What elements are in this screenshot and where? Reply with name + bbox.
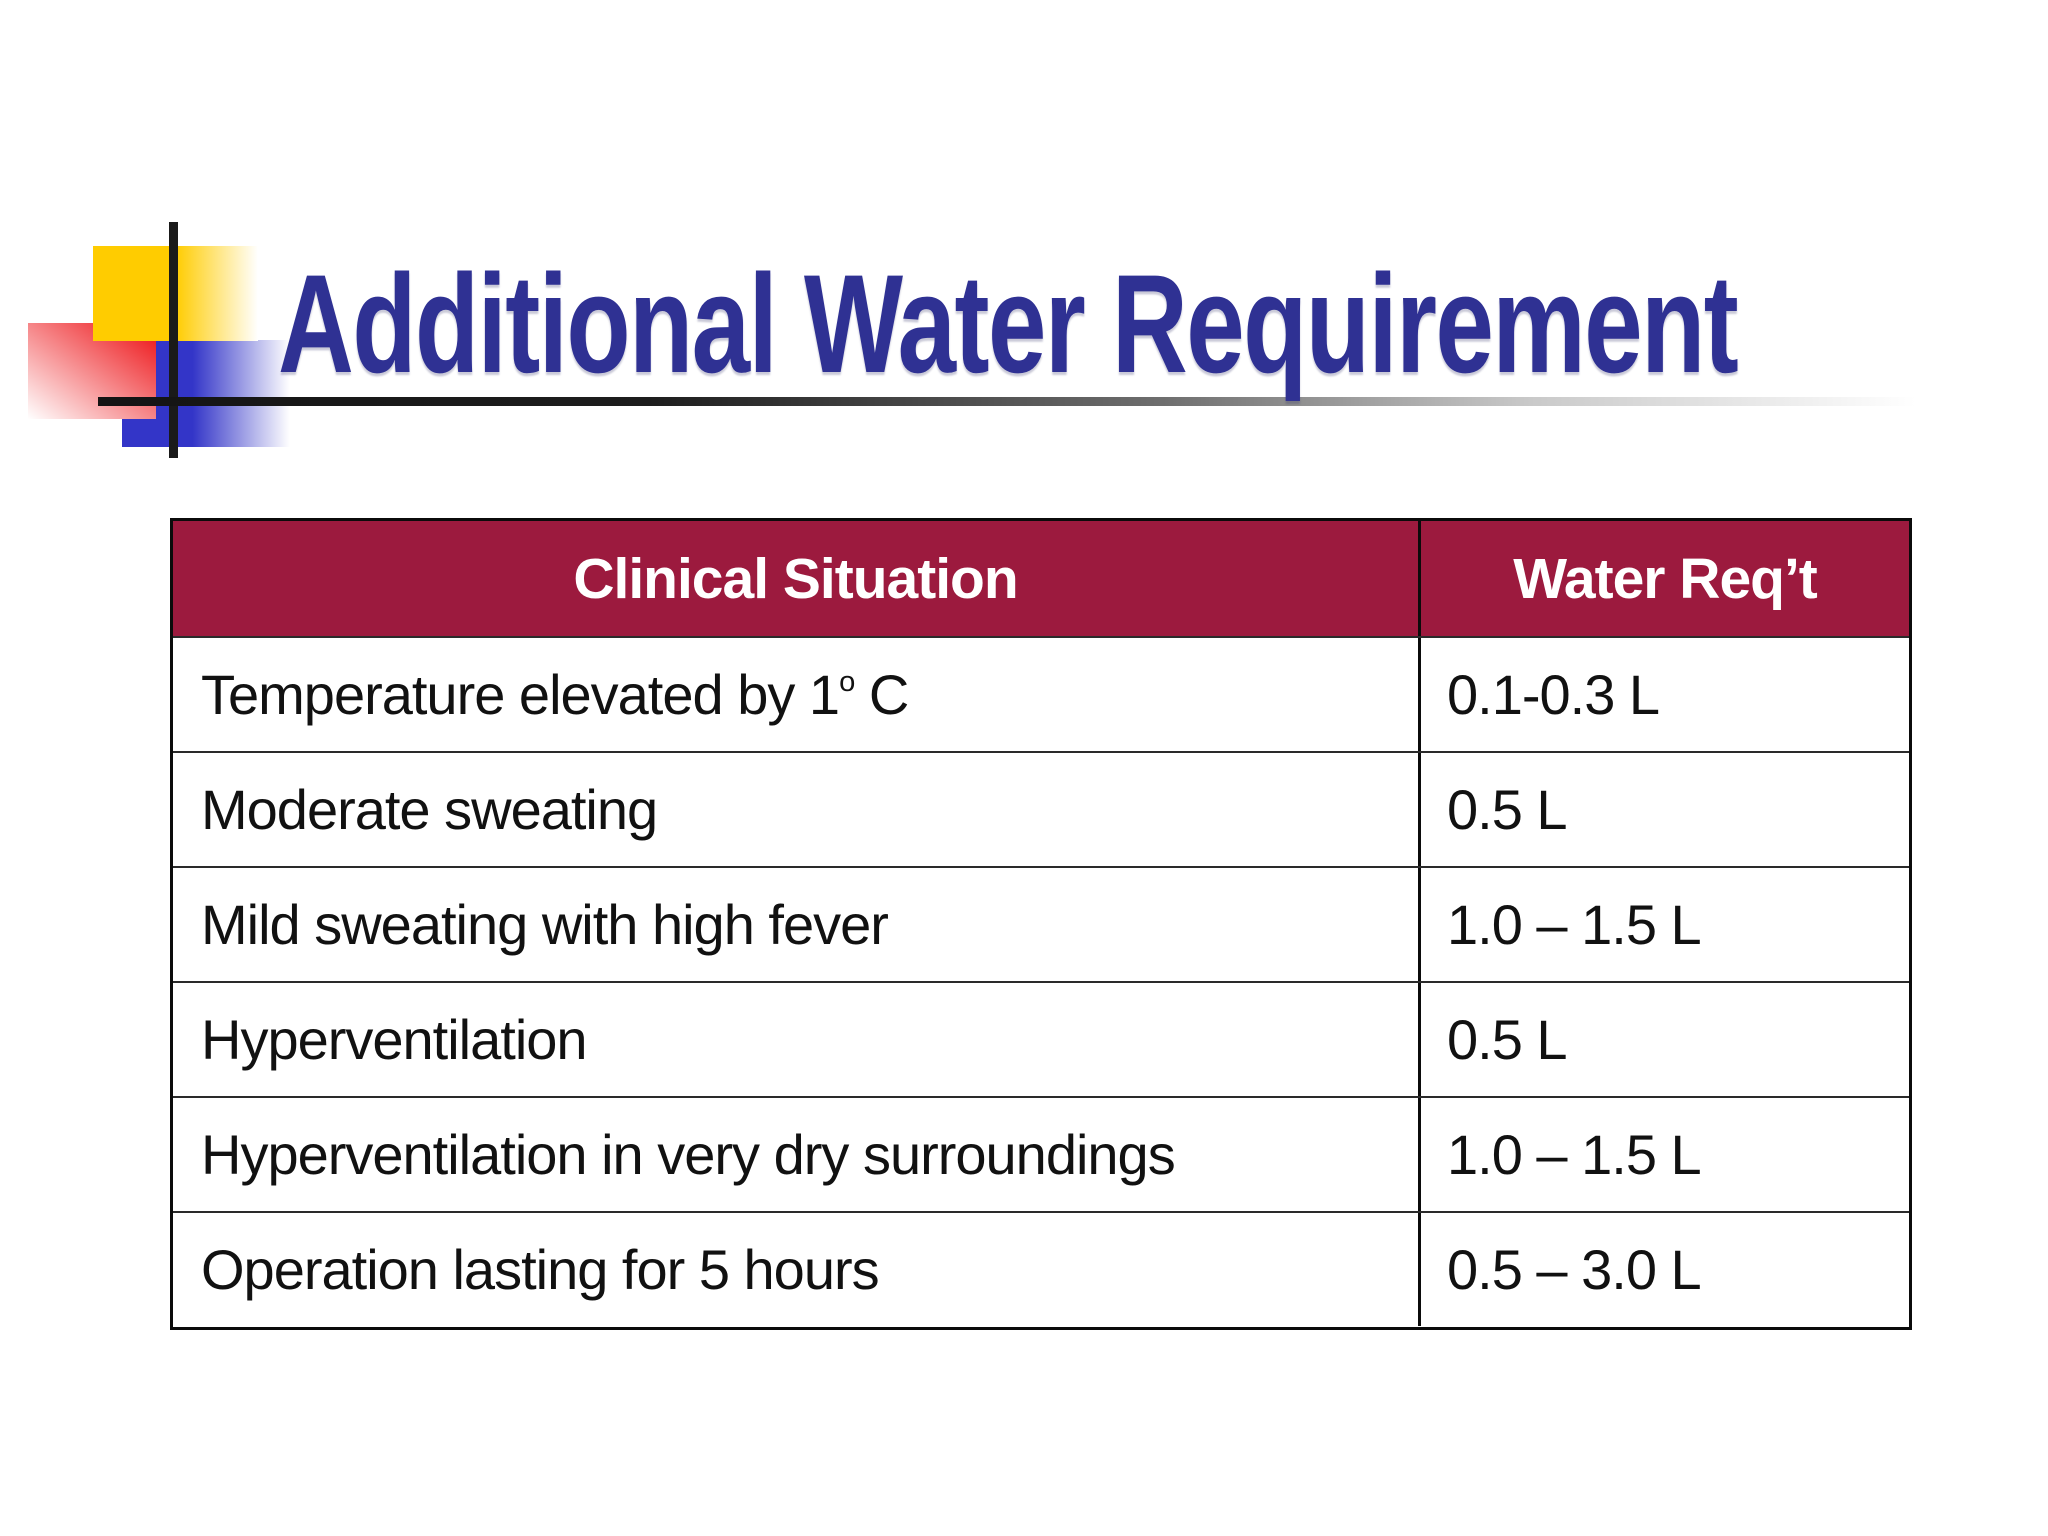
situation-cell: Operation lasting for 5 hours xyxy=(173,1213,1418,1326)
title-underline-rule xyxy=(98,397,1934,406)
page-title: Additional Water Requirement xyxy=(278,245,1739,402)
situation-text: Mild sweating with high fever xyxy=(201,893,889,956)
decor-vertical-line xyxy=(169,222,178,458)
situation-cell: Hyperventilation xyxy=(173,983,1418,1096)
requirement-cell: 0.5 L xyxy=(1418,753,1909,866)
degree-superscript: o xyxy=(839,665,855,698)
table-row: Mild sweating with high fever 1.0 – 1.5 L xyxy=(173,866,1909,981)
requirement-text: 0.1-0.3 L xyxy=(1447,663,1660,726)
requirement-cell: 1.0 – 1.5 L xyxy=(1418,868,1909,981)
water-requirement-table: Clinical Situation Water Req’t Temperatu… xyxy=(170,518,1912,1330)
table-row: Hyperventilation 0.5 L xyxy=(173,981,1909,1096)
requirement-text: 0.5 L xyxy=(1447,778,1568,841)
requirement-text: 0.5 – 3.0 L xyxy=(1447,1238,1702,1301)
requirement-text: 1.0 – 1.5 L xyxy=(1447,893,1702,956)
situation-cell: Temperature elevated by 1o C xyxy=(173,638,1418,751)
situation-text: Temperature elevated by 1o C xyxy=(201,663,909,726)
requirement-cell: 0.5 L xyxy=(1418,983,1909,1096)
requirement-cell: 0.5 – 3.0 L xyxy=(1418,1213,1909,1326)
situation-cell: Moderate sweating xyxy=(173,753,1418,866)
table-header-row: Clinical Situation Water Req’t xyxy=(173,521,1909,636)
situation-text: Operation lasting for 5 hours xyxy=(201,1238,880,1301)
situation-text: Hyperventilation in very dry surrounding… xyxy=(201,1123,1176,1186)
header-water-requirement: Water Req’t xyxy=(1418,521,1909,636)
situation-text: Moderate sweating xyxy=(201,778,658,841)
requirement-text: 1.0 – 1.5 L xyxy=(1447,1123,1702,1186)
requirement-cell: 0.1-0.3 L xyxy=(1418,638,1909,751)
header-clinical-situation: Clinical Situation xyxy=(573,546,1018,611)
table-row: Hyperventilation in very dry surrounding… xyxy=(173,1096,1909,1211)
table-row: Temperature elevated by 1o C 0.1-0.3 L xyxy=(173,636,1909,751)
table-row: Operation lasting for 5 hours 0.5 – 3.0 L xyxy=(173,1211,1909,1326)
situation-cell: Hyperventilation in very dry surrounding… xyxy=(173,1098,1418,1211)
requirement-text: 0.5 L xyxy=(1447,1008,1568,1071)
requirement-cell: 1.0 – 1.5 L xyxy=(1418,1098,1909,1211)
situation-cell: Mild sweating with high fever xyxy=(173,868,1418,981)
table-row: Moderate sweating 0.5 L xyxy=(173,751,1909,866)
situation-text: Hyperventilation xyxy=(201,1008,588,1071)
